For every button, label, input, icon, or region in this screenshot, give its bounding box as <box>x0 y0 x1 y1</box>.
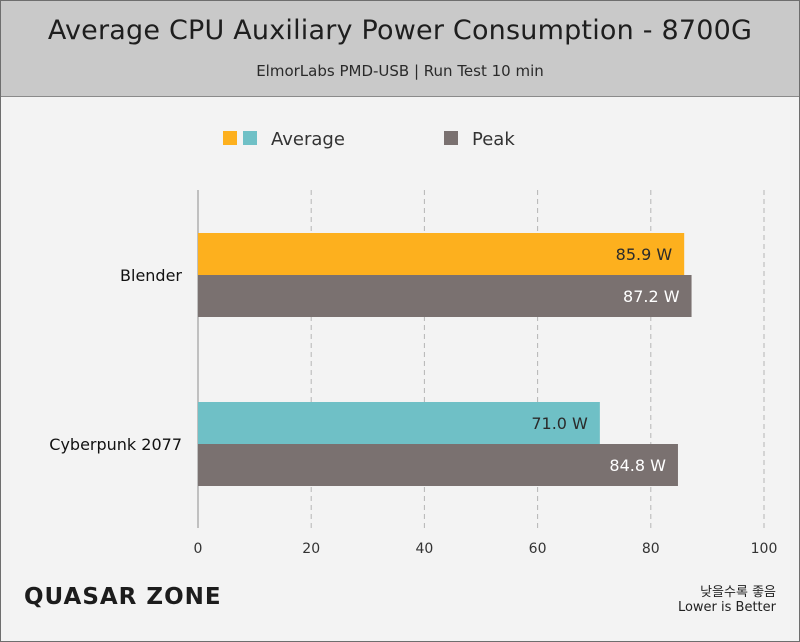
peak-value-label-1: 87.2 W <box>623 287 680 306</box>
average-value-label-1: 85.9 W <box>616 245 673 264</box>
lower-is-better-note-korean: 낮을수록 좋음 <box>700 585 776 600</box>
category-label-2: Cyberpunk 2077 <box>49 435 182 454</box>
legend-peak-label: Peak <box>472 129 515 150</box>
x-tick-label-0: 0 <box>194 541 203 557</box>
average-bar-1 <box>198 233 685 275</box>
x-tick-label-80: 80 <box>642 541 660 557</box>
x-tick-label-100: 100 <box>751 541 778 557</box>
chart-header: Average CPU Auxiliary Power Consumption … <box>1 1 799 97</box>
category-label-1: Blender <box>120 266 182 285</box>
legend-average-swatch-teal <box>243 131 257 145</box>
legend-average-label: Average <box>271 129 345 150</box>
peak-value-label-2: 84.8 W <box>609 456 666 475</box>
x-tick-label-20: 20 <box>302 541 320 557</box>
legend-peak-swatch <box>444 131 458 145</box>
chart-subtitle: ElmorLabs PMD-USB | Run Test 10 min <box>256 62 544 80</box>
average-bar-2 <box>198 402 600 444</box>
lower-is-better-note: Lower is Better <box>677 600 776 615</box>
peak-bar-1 <box>198 275 692 317</box>
legend-average-swatch-orange <box>223 131 237 145</box>
chart-title: Average CPU Auxiliary Power Consumption … <box>47 15 753 46</box>
peak-bar-2 <box>198 444 678 486</box>
quasarzone-logo: QUASAR ZONE <box>24 584 222 610</box>
x-tick-label-60: 60 <box>529 541 547 557</box>
x-tick-label-40: 40 <box>415 541 433 557</box>
average-value-label-2: 71.0 W <box>531 414 588 433</box>
